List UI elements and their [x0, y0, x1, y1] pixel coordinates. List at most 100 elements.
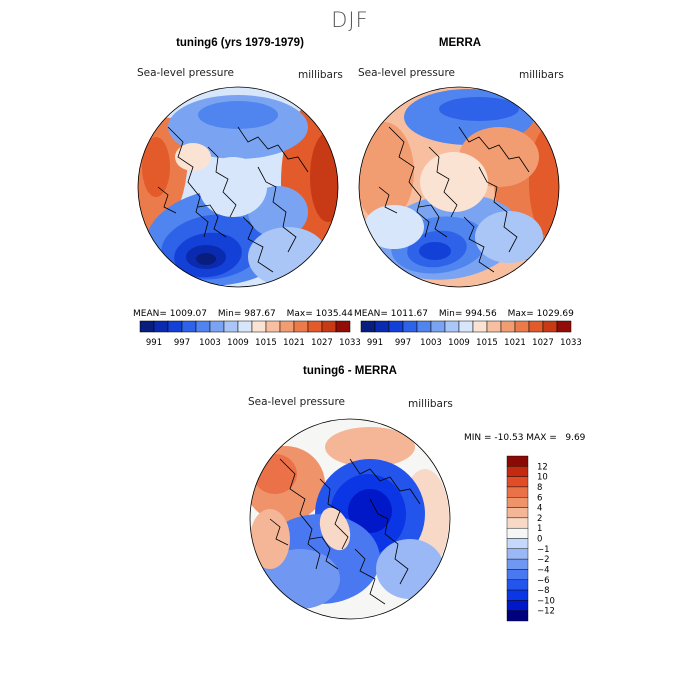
panel-2-colorbar-tick-label: 1003	[420, 338, 442, 348]
panel-2-coastline	[378, 186, 398, 214]
panel-1-contour-region	[199, 157, 267, 217]
panel-3-colorbar-tick-label: −12	[537, 607, 555, 617]
panel-3-coastline	[354, 548, 386, 605]
panel-1-colorbar-swatch	[251, 320, 267, 333]
panel-2-coastline	[458, 126, 530, 173]
panel-1-colorbar-swatch	[293, 320, 309, 333]
panel-3-minmax: MIN = -10.53 MAX = 9.69	[464, 433, 586, 443]
panel-1-field	[138, 87, 338, 287]
panel-3-colorbar-swatch	[506, 600, 529, 611]
panel-1-max-label: Max=	[286, 309, 313, 319]
panel-3-field-label: Sea-level pressure	[248, 396, 346, 408]
panel-2-colorbar-swatch	[458, 320, 474, 333]
panel-3-coastline	[309, 536, 339, 570]
panel-2-min-value: 994.56	[465, 309, 497, 319]
panel-1-colorbar-tick-label: 1021	[283, 338, 305, 348]
panel-3-contour-region	[348, 489, 392, 533]
panel-1-colorbar-swatch	[307, 320, 323, 333]
panel-3-colorbar-tick-label: 0	[537, 535, 542, 545]
panel-3-colorbar-tick-label: 10	[537, 473, 548, 483]
panel-3-coastline	[369, 498, 409, 585]
panel-3-colorbar-swatch	[506, 517, 529, 529]
panel-2-contour-region	[364, 205, 424, 249]
panel-2-colorbar-swatch	[556, 320, 572, 333]
panel-2-colorbar: 991 997 1003 1009 1015 1021 1027 1033	[360, 320, 582, 348]
panel-2-contour-region	[475, 211, 543, 263]
panel-3-colorbar-swatch	[506, 486, 529, 498]
panel-3-contour-region	[325, 427, 415, 467]
panel-2-colorbar-swatch	[374, 320, 390, 333]
panel-3-colorbar-swatch	[506, 476, 529, 488]
panel-1-contour-region	[175, 143, 211, 171]
panel-3-colorbar-tick-label: −1	[537, 545, 550, 555]
panel-2-contour-region	[419, 242, 451, 260]
panel-3-colorbar-tick-label: 12	[537, 462, 548, 472]
panel-3-map-border	[249, 418, 451, 620]
panel-2-colorbar-swatch	[486, 320, 502, 333]
panel-1-colorbar-swatch	[321, 320, 337, 333]
panel-3-colorbar-tick-label: 2	[537, 514, 542, 524]
panel-1-colorbar-tick-label: 997	[174, 338, 190, 348]
panel-2-colorbar-tick-label: 1015	[476, 338, 498, 348]
panel-3-colorbar-swatch	[506, 610, 529, 622]
panel-2-coastline	[478, 166, 518, 253]
panel-2-contour-region	[439, 97, 519, 121]
panel-3-colorbar-tick-label: −2	[537, 555, 550, 565]
panel-1-colorbar-tick-label: 1009	[227, 338, 249, 348]
panel-3-units-label: millibars	[408, 398, 453, 410]
panel-3-colorbar-swatch	[506, 589, 529, 601]
panel-1-colorbar-swatch	[335, 320, 351, 333]
panel-3-colorbar-tick-label: 4	[537, 504, 542, 514]
panel-3-colorbar-swatch	[506, 455, 529, 467]
panel-1-colorbar-tick-label: 1027	[311, 338, 333, 348]
panel-1-mean-label: MEAN=	[133, 309, 167, 319]
panel-2-stats: MEAN= 1011.67 Min= 994.56 Max= 1029.69	[354, 309, 574, 319]
panel-3-field	[250, 419, 450, 619]
panel-1-colorbar-swatch	[139, 320, 155, 333]
panel-1-colorbar-swatch	[181, 320, 197, 333]
panel-1-colorbar-swatch	[279, 320, 295, 333]
panel-2-coastline	[388, 126, 430, 238]
panel-2-colorbar-tick-label: 1027	[532, 338, 554, 348]
panel-2-colorbar-swatch	[444, 320, 460, 333]
panel-2-colorbar-swatch	[430, 320, 446, 333]
panel-2-colorbar-swatch	[514, 320, 530, 333]
panel-2-colorbar-tick-label: 1021	[504, 338, 526, 348]
panel-3-colorbar-tick-label: −6	[537, 576, 550, 586]
panel-1-coastline	[257, 166, 297, 253]
panel-3-colorbar-swatch	[506, 497, 529, 508]
panel-1-colorbar-swatch	[153, 320, 169, 333]
panel-1-colorbar-swatch	[237, 320, 253, 333]
panel-3-colorbar-swatch	[506, 466, 529, 477]
panel-3-coastlines	[269, 458, 421, 605]
panel-3-colorbar-tick-label: −8	[537, 586, 550, 596]
panel-1-colorbar-swatch	[265, 320, 281, 333]
panel-1-map-border	[137, 86, 339, 288]
panel-2-max-label: Max=	[507, 309, 534, 319]
panel-2-colorbar-swatch	[388, 320, 404, 333]
panel-1-max-value: 1035.44	[315, 309, 353, 319]
panel-2-units-label: millibars	[519, 69, 564, 81]
panel-3-colorbar-swatch	[506, 558, 529, 570]
panel-2-mean-label: MEAN=	[354, 309, 388, 319]
panel-3-coastline	[349, 458, 421, 505]
panel-3-colorbar-swatch	[506, 579, 529, 591]
panel-1-contour-region	[142, 137, 170, 197]
panel-3-contour-region	[319, 507, 351, 551]
panel-2-contour-region	[420, 152, 488, 212]
panel-2-coastlines	[378, 126, 530, 273]
panel-1-contour-region	[198, 101, 278, 129]
panel-1-colorbar-swatch	[167, 320, 183, 333]
panel-2-coastline	[418, 204, 448, 238]
panel-3-colorbar-swatch	[506, 507, 529, 519]
panel-3-colorbar-swatch	[506, 548, 529, 560]
panel-1-coastline	[157, 186, 177, 214]
panel-2-colorbar-swatch	[416, 320, 432, 333]
panel-2-contour-region	[359, 122, 414, 222]
panel-1-colorbar-swatch	[223, 320, 239, 333]
panel-2-colorbar-tick-label: 1009	[448, 338, 470, 348]
panel-1-colorbar: 991 997 1003 1009 1015 1021 1027 1033	[139, 320, 361, 348]
panel-3-colorbar-swatch	[506, 569, 529, 580]
panel-3-contour-region	[376, 539, 444, 599]
